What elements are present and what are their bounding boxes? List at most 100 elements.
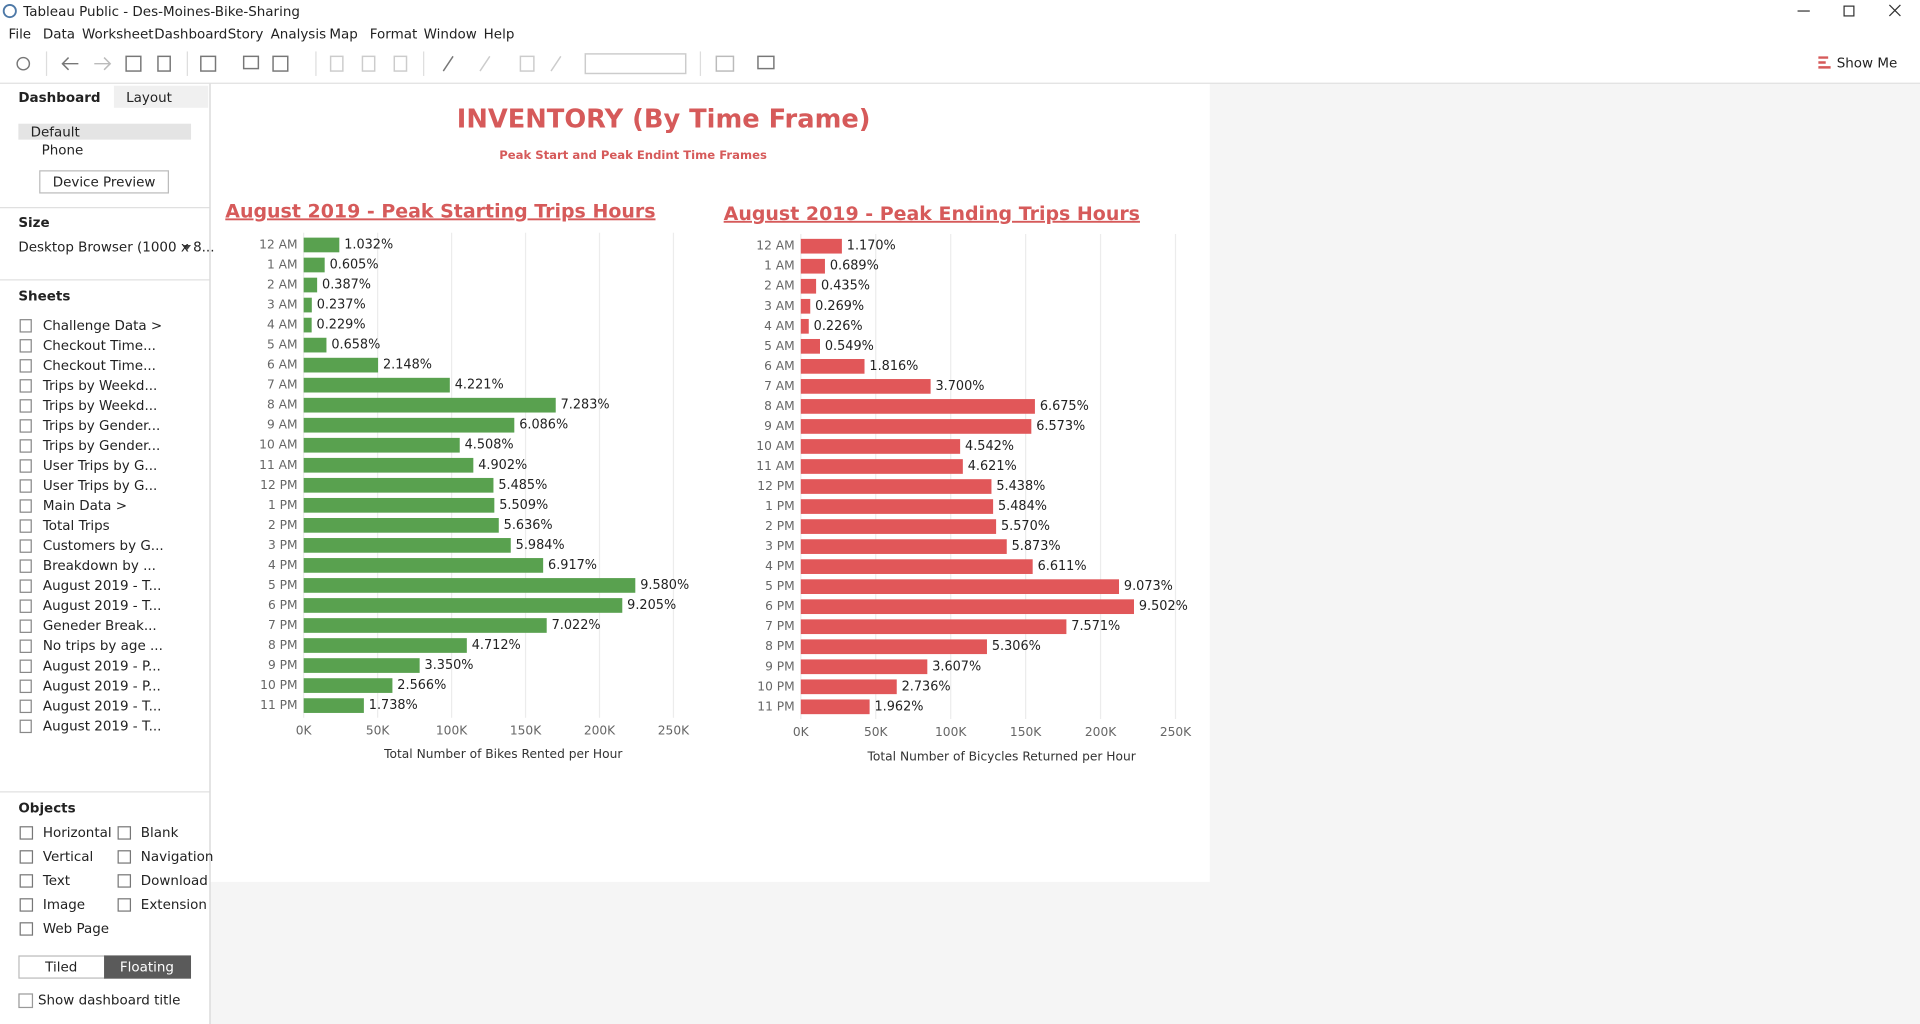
sheet-item[interactable]: User Trips by G... xyxy=(43,478,157,494)
sort-asc-icon[interactable] xyxy=(361,55,376,72)
menu-item[interactable]: Help xyxy=(484,26,515,42)
sheet-item[interactable]: Geneder Break... xyxy=(43,618,157,634)
pin-icon[interactable] xyxy=(550,55,562,72)
device-option[interactable]: Default xyxy=(31,124,80,140)
object-item[interactable]: Extension xyxy=(141,897,207,913)
bar-share-label: 5.306% xyxy=(992,639,1041,654)
bar xyxy=(800,579,1120,595)
bar-share-label: 0.605% xyxy=(330,258,379,273)
fit-dropdown[interactable] xyxy=(584,53,687,75)
menu-item[interactable]: Story xyxy=(228,26,264,42)
category-label: 2 AM xyxy=(267,278,298,292)
sheet-item[interactable]: Challenge Data > xyxy=(43,318,162,334)
object-item[interactable]: Vertical xyxy=(43,849,93,865)
object-item[interactable]: Download xyxy=(141,873,208,889)
sheet-item[interactable]: Trips by Gender... xyxy=(42,438,160,454)
save-icon[interactable] xyxy=(125,55,142,72)
object-icon xyxy=(19,898,34,912)
show-me-icon[interactable] xyxy=(1818,56,1831,69)
bar xyxy=(800,379,931,394)
forward-icon[interactable] xyxy=(94,57,112,71)
toolbar-separators xyxy=(45,51,702,76)
size-dropdown-arrow[interactable] xyxy=(183,244,192,250)
sheet-item[interactable]: August 2019 - P... xyxy=(43,678,161,694)
sheet-item[interactable]: August 2019 - T... xyxy=(43,718,162,734)
menu-item[interactable]: Analysis xyxy=(271,26,326,42)
show-title-label[interactable]: Show dashboard title xyxy=(38,993,180,1009)
floating-button[interactable] xyxy=(104,955,192,979)
menu-item[interactable]: Worksheet xyxy=(82,26,154,42)
object-item[interactable]: Text xyxy=(42,873,70,889)
swap-icon[interactable] xyxy=(329,55,344,72)
bar-share-label: 6.611% xyxy=(1038,559,1087,574)
category-label: 8 AM xyxy=(764,399,795,413)
bar-share-label: 0.237% xyxy=(317,298,366,313)
sheet-item[interactable]: No trips by age ... xyxy=(43,638,163,654)
sheet-item[interactable]: Total Trips xyxy=(42,518,110,534)
menu-item[interactable]: Format xyxy=(370,26,417,42)
new-datasource-icon[interactable] xyxy=(157,55,171,72)
sheet-item[interactable]: Breakdown by ... xyxy=(43,558,156,574)
sheet-item[interactable]: Checkout Time... xyxy=(43,338,156,354)
app-icon xyxy=(2,3,17,19)
sheet-item[interactable]: Checkout Time... xyxy=(43,358,156,374)
chart-title: August 2019 - Peak Ending Trips Hours xyxy=(724,203,1140,225)
presentation-icon[interactable] xyxy=(757,55,775,70)
bar-share-label: 9.580% xyxy=(640,578,689,593)
menu-item[interactable]: Dashboard xyxy=(154,26,227,42)
layout-mode[interactable]: Floating xyxy=(120,960,174,976)
sheet-item[interactable]: Trips by Weekd... xyxy=(42,378,157,394)
duplicate-icon[interactable] xyxy=(242,55,260,70)
sheet-icon xyxy=(19,399,32,413)
sheet-icon xyxy=(19,599,32,613)
menu-item[interactable]: Map xyxy=(329,26,357,42)
object-item[interactable]: Web Page xyxy=(43,921,109,937)
sheet-item[interactable]: August 2019 - P... xyxy=(43,658,161,674)
dashboard-subtitle: Peak Start and Peak Endint Time Frames xyxy=(499,148,767,162)
home-icon[interactable] xyxy=(16,56,31,71)
close-button[interactable] xyxy=(1888,4,1901,17)
restore-button[interactable] xyxy=(1843,5,1855,17)
category-label: 1 AM xyxy=(764,259,795,273)
device-preview-label[interactable]: Device Preview xyxy=(53,175,156,191)
category-label: 6 PM xyxy=(765,599,795,613)
sheet-item[interactable]: August 2019 - T... xyxy=(43,578,162,594)
show-me[interactable]: Show Me xyxy=(1837,56,1898,72)
object-item[interactable]: Blank xyxy=(141,825,179,841)
sheet-item[interactable]: Trips by Weekd... xyxy=(42,398,157,414)
size-value[interactable]: Desktop Browser (1000 x 8... xyxy=(18,239,214,255)
sheet-item[interactable]: Customers by G... xyxy=(43,538,164,554)
sheet-item[interactable]: Main Data > xyxy=(43,498,127,514)
sheet-item[interactable]: August 2019 - T... xyxy=(43,598,162,614)
menu-item[interactable]: Data xyxy=(43,26,75,42)
back-icon[interactable] xyxy=(61,57,79,71)
labels-icon[interactable] xyxy=(519,55,535,72)
device-preview-button[interactable] xyxy=(39,170,169,194)
annotate-icon[interactable] xyxy=(479,55,491,72)
layout-mode[interactable]: Tiled xyxy=(44,960,77,976)
new-sheet-icon[interactable] xyxy=(200,55,217,72)
highlight-icon[interactable] xyxy=(442,55,454,72)
sheet-item[interactable]: Trips by Gender... xyxy=(42,418,160,434)
sort-desc-icon[interactable] xyxy=(393,55,408,72)
category-label: 6 AM xyxy=(267,358,298,372)
category-label: 3 AM xyxy=(267,298,298,312)
panel-tab[interactable]: Layout xyxy=(126,90,172,106)
x-tick-label: 100K xyxy=(935,725,967,739)
menu-item[interactable]: Window xyxy=(424,26,477,42)
show-title-checkbox[interactable] xyxy=(18,993,34,1009)
sheet-item[interactable]: August 2019 - T... xyxy=(43,698,162,714)
cards-icon[interactable] xyxy=(715,55,735,72)
bar xyxy=(800,439,961,454)
clear-icon[interactable] xyxy=(272,55,289,72)
bar-share-label: 0.226% xyxy=(814,319,863,334)
object-item[interactable]: Navigation xyxy=(141,849,214,865)
bar-share-label: 1.032% xyxy=(344,237,393,252)
device-option[interactable]: Phone xyxy=(42,143,84,159)
bar-share-label: 5.485% xyxy=(498,478,547,493)
object-item[interactable]: Image xyxy=(43,897,85,913)
object-item[interactable]: Horizontal xyxy=(43,825,112,841)
sheet-item[interactable]: User Trips by G... xyxy=(43,458,157,474)
menu-item[interactable]: File xyxy=(9,26,32,42)
panel-tab[interactable]: Dashboard xyxy=(18,90,100,106)
